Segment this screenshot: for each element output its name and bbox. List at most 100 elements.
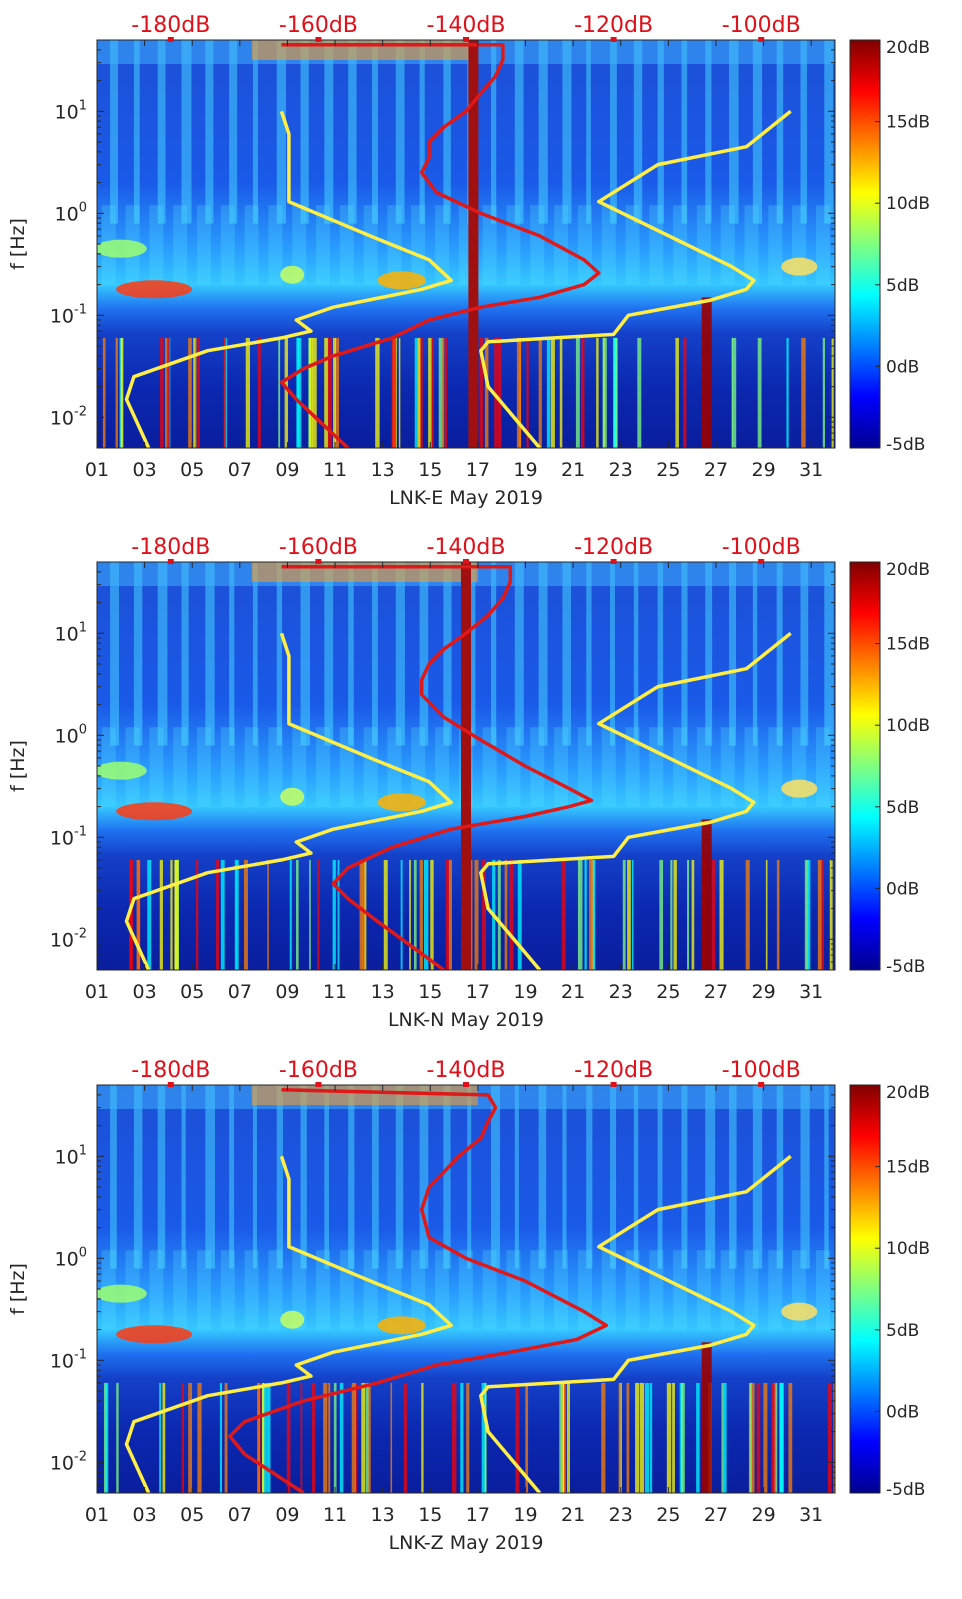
y-tick-label: 10-2	[50, 926, 87, 951]
x-tick-label: 29	[751, 459, 775, 481]
psd-curve	[281, 564, 594, 970]
x-tick-label: 29	[751, 981, 775, 1003]
y-tick-label: 101	[55, 620, 87, 645]
db-scale-label: -180dB	[131, 13, 210, 38]
db-scale-label: -100dB	[722, 13, 801, 38]
x-tick-label: 23	[609, 1504, 633, 1526]
x-tick-label: 09	[275, 459, 299, 481]
db-scale-label: -160dB	[279, 1058, 358, 1083]
x-tick-label: 11	[323, 1504, 347, 1526]
db-scale-label: -120dB	[574, 13, 653, 38]
noise-model-high	[479, 1154, 792, 1493]
db-scale-label: -180dB	[131, 1058, 210, 1083]
panel-1: 01 03 05 07 09 11 13 15 17 19 21 23 25 27 29 31 LNK-E Ma…	[7, 13, 930, 509]
colorbar-label: 20dB	[886, 1083, 930, 1103]
x-tick-label: 05	[180, 459, 204, 481]
x-tick-label: 07	[228, 981, 252, 1003]
noise-model-high	[479, 631, 792, 970]
colorbar-label: 20dB	[886, 560, 930, 580]
y-tick-label: 100	[55, 1245, 87, 1270]
noise-model-high	[479, 109, 792, 448]
y-tick-label: 10-1	[50, 302, 87, 327]
x-axis-label: LNK-Z May 2019	[389, 1532, 544, 1554]
x-tick-label: 03	[133, 459, 157, 481]
db-scale-label: -160dB	[279, 13, 358, 38]
colorbar-label: 20dB	[886, 38, 930, 58]
x-tick-label: 15	[418, 459, 442, 481]
x-tick-label: 05	[180, 1504, 204, 1526]
db-scale-label: -140dB	[427, 1058, 506, 1083]
db-scale-label: -180dB	[131, 535, 210, 560]
x-tick-label: 03	[133, 1504, 157, 1526]
x-tick-label: 15	[418, 981, 442, 1003]
colorbar-label: -5dB	[886, 435, 925, 455]
x-tick-label: 19	[513, 1504, 537, 1526]
x-axis-label: LNK-N May 2019	[388, 1009, 544, 1031]
x-tick-label: 31	[799, 459, 823, 481]
colorbar-label: 5dB	[886, 798, 919, 818]
x-tick-label: 23	[609, 981, 633, 1003]
spectrogram-image	[97, 40, 835, 448]
y-tick-label: 10-2	[50, 404, 87, 429]
x-tick-label: 23	[609, 459, 633, 481]
y-axis-label: f [Hz]	[7, 740, 29, 792]
x-tick-label: 05	[180, 981, 204, 1003]
x-tick-label: 03	[133, 981, 157, 1003]
x-tick-label: 29	[751, 1504, 775, 1526]
noise-model-low	[124, 632, 453, 970]
x-tick-label: 25	[656, 981, 680, 1003]
x-tick-label: 15	[418, 1504, 442, 1526]
colorbar-label: -5dB	[886, 1480, 925, 1500]
colorbar-label: 0dB	[886, 1402, 919, 1422]
x-tick-label: 13	[371, 459, 395, 481]
colorbar-label: 10dB	[886, 194, 930, 214]
x-tick-label: 27	[704, 1504, 728, 1526]
x-tick-label: 09	[275, 981, 299, 1003]
x-tick-label: 31	[799, 1504, 823, 1526]
x-tick-label: 25	[656, 1504, 680, 1526]
x-tick-label: 31	[799, 981, 823, 1003]
db-scale-label: -100dB	[722, 535, 801, 560]
x-tick-label: 01	[85, 1504, 109, 1526]
x-tick-label: 21	[561, 981, 585, 1003]
x-tick-label: 19	[513, 981, 537, 1003]
colorbar-label: 5dB	[886, 1321, 919, 1341]
x-tick-label: 13	[371, 1504, 395, 1526]
y-tick-label: 101	[55, 1143, 87, 1168]
y-axis-label: f [Hz]	[7, 1263, 29, 1315]
colorbar-label: 0dB	[886, 357, 919, 377]
colorbar	[849, 39, 881, 449]
x-tick-label: 17	[466, 1504, 490, 1526]
x-tick-label: 11	[323, 459, 347, 481]
colorbar-label: 5dB	[886, 276, 919, 296]
y-tick-label: 10-2	[50, 1449, 87, 1474]
x-tick-label: 01	[85, 981, 109, 1003]
colorbar-label: 10dB	[886, 1239, 930, 1259]
spectrogram-image	[97, 1085, 835, 1493]
noise-model-low	[124, 110, 453, 448]
db-scale-label: -120dB	[574, 1058, 653, 1083]
colorbar	[849, 561, 881, 971]
colorbar-label: 15dB	[886, 1158, 930, 1178]
x-tick-label: 25	[656, 459, 680, 481]
panel-2: 01 03 05 07 09 11 13 15 17 19 21 23 25 27 29 31 LNK-N Ma…	[7, 535, 930, 1031]
x-tick-label: 07	[228, 1504, 252, 1526]
db-scale-label: -120dB	[574, 535, 653, 560]
x-axis-label: LNK-E May 2019	[389, 487, 543, 509]
db-scale-label: -140dB	[427, 535, 506, 560]
colorbar-label: 15dB	[886, 635, 930, 655]
db-scale-label: -100dB	[722, 1058, 801, 1083]
x-tick-label: 01	[85, 459, 109, 481]
x-tick-label: 17	[466, 459, 490, 481]
y-tick-label: 100	[55, 722, 87, 747]
y-tick-label: 100	[55, 200, 87, 225]
spectrogram-image	[97, 562, 835, 970]
x-tick-label: 07	[228, 459, 252, 481]
x-tick-label: 21	[561, 1504, 585, 1526]
y-tick-label: 101	[55, 98, 87, 123]
noise-model-low	[124, 1155, 453, 1493]
colorbar-label: 10dB	[886, 716, 930, 736]
vertical-band	[468, 40, 479, 448]
vertical-band	[461, 562, 471, 970]
